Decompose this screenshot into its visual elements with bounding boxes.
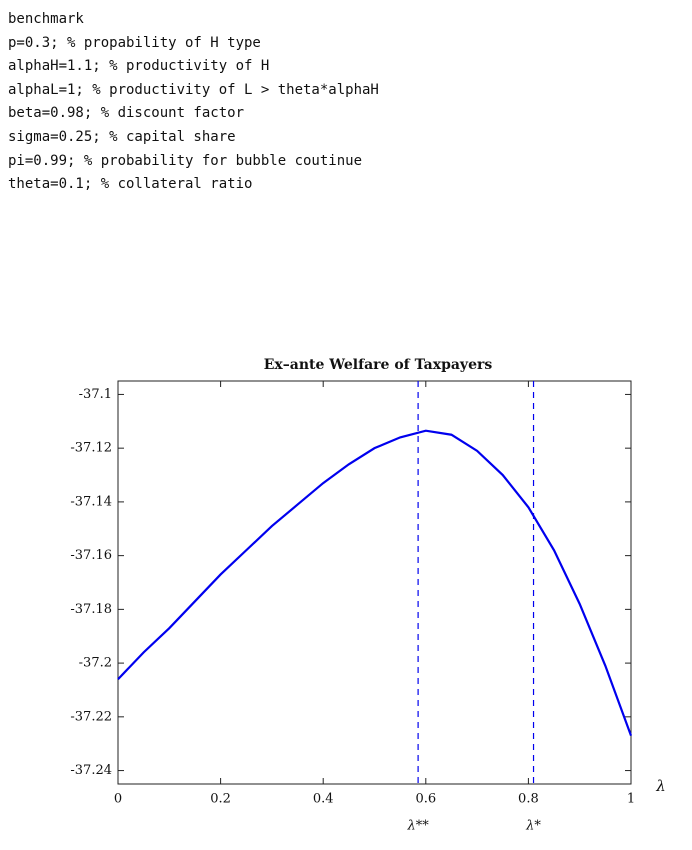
plot-frame (117, 380, 632, 785)
y-tick-label: -37.16 (70, 548, 112, 563)
code-line: alphaL=1; % productivity of L > theta*al… (8, 81, 379, 98)
x-tick-label: 0.8 (518, 792, 539, 807)
y-tick-label: -37.24 (70, 763, 112, 778)
x-tick-label: 0.4 (313, 792, 334, 807)
code-line: benchmark (8, 11, 84, 27)
code-line: alphaH=1.1; % productivity of H (8, 58, 270, 75)
y-tick-label: -37.14 (70, 494, 112, 509)
code-line: beta=0.98; % discount factor (8, 105, 245, 122)
y-tick-label: -37.1 (79, 387, 112, 402)
reference-label: λ** (406, 819, 429, 834)
code-line: theta=0.1; % collateral ratio (8, 176, 253, 193)
y-tick-label: -37.2 (79, 656, 112, 671)
x-axis-label: λ (655, 777, 666, 795)
y-tick-label: -37.22 (70, 709, 112, 724)
code-line: pi=0.99; % probability for bubble coutin… (8, 152, 363, 169)
code-line: sigma=0.25; % capital share (8, 128, 236, 145)
chart-title: Ex–ante Welfare of Taxpayers (264, 357, 493, 373)
line (117, 429, 633, 737)
y-tick-label: -37.12 (70, 441, 112, 456)
y-tick-label: -37.18 (70, 602, 112, 617)
x-tick-label: 0 (114, 792, 122, 807)
code-block: benchmark p=0.3; % propability of H type a… (8, 8, 379, 197)
x-tick-label: 1 (627, 792, 635, 807)
code-line: p=0.3; % propability of H type (8, 34, 261, 51)
x-tick-label: 0.6 (415, 792, 436, 807)
reference-label: λ* (525, 819, 541, 834)
x-tick-label: 0.2 (210, 792, 231, 807)
